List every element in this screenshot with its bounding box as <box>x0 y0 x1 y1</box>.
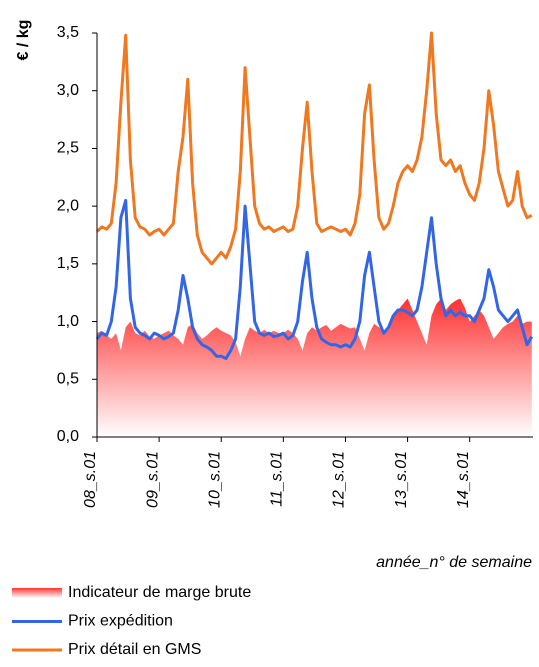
x-tick-label: 08_s.01 <box>82 451 99 508</box>
x-tick-label: 11_s.01 <box>269 451 286 507</box>
area <box>97 298 532 437</box>
legend-label: Prix expédition <box>68 613 173 630</box>
x-tick-label: 14_s.01 <box>455 451 472 508</box>
x-tick-label: 09_s.01 <box>144 451 161 508</box>
legend-label: Indicateur de marge brute <box>68 584 251 601</box>
legend-swatch <box>12 588 62 598</box>
x-tick-label: 10_s.01 <box>206 451 223 508</box>
x-tick-label: 13_s.01 <box>393 451 410 508</box>
y-axis-label: € / kg <box>15 20 32 61</box>
y-tick-label: 2,5 <box>57 140 79 157</box>
x-axis-label: année_n° de semaine <box>376 554 532 571</box>
line <box>95 198 534 360</box>
y-tick-label: 0,5 <box>57 371 79 388</box>
y-tick-label: 1,0 <box>57 313 79 330</box>
line <box>95 31 533 266</box>
legend-label: Prix détail en GMS <box>68 641 201 658</box>
y-tick-label: 1,5 <box>57 255 79 272</box>
y-tick-label: 3,5 <box>57 24 79 41</box>
y-tick-label: 2,0 <box>57 197 79 214</box>
x-tick-label: 12_s.01 <box>331 451 348 508</box>
y-tick-label: 3,0 <box>57 82 79 99</box>
y-tick-label: 0,0 <box>57 428 79 445</box>
